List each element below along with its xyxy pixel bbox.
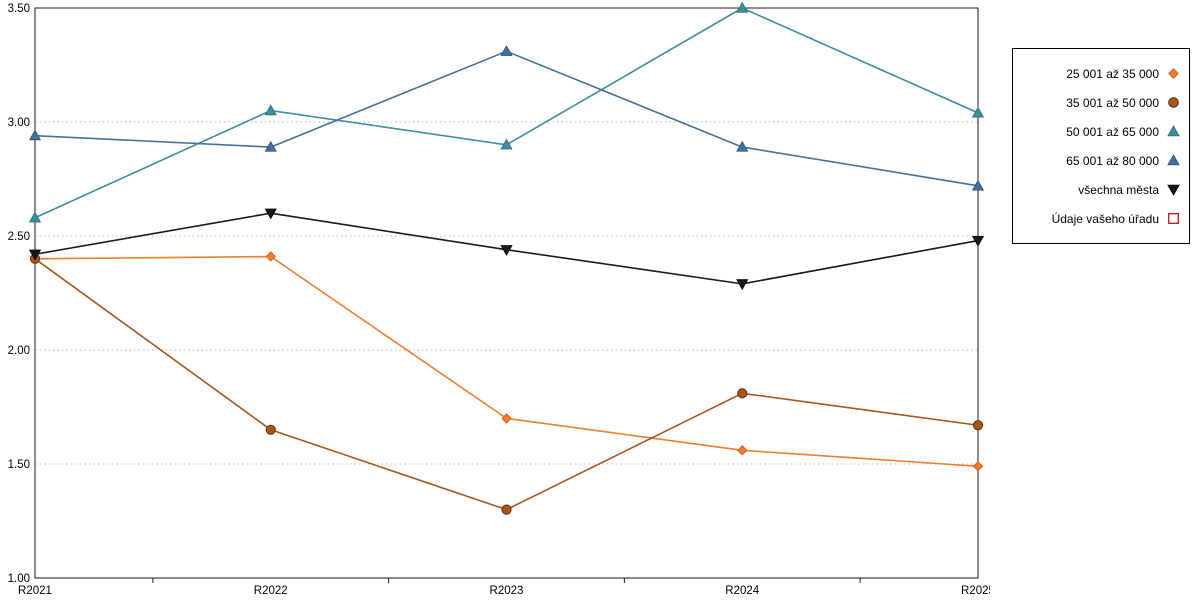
x-axis-tick-label: R2021 [18,585,52,597]
legend-label: Údaje vašeho úřadu [1051,211,1159,226]
triangle-up-marker-icon [971,106,985,118]
circle-marker-icon [501,504,512,515]
y-axis-tick-label: 3.00 [8,117,30,129]
y-axis-tick-label: 2.00 [8,345,30,357]
chart-legend: 25 001 až 35 000 35 001 až 50 000 50 001 a… [1012,48,1190,244]
legend-label: 35 001 až 50 000 [1066,95,1159,110]
series-line-3 [34,50,979,187]
x-axis-tick-label: R2025 [961,585,990,597]
circle-legend-marker-icon [1168,97,1179,108]
x-axis-tick-label: R2023 [490,585,524,597]
legend-label: 50 001 až 65 000 [1066,124,1159,139]
triangle-up-marker-icon [264,104,277,116]
triangle-down-legend-marker-icon [1167,184,1180,196]
x-axis-tick-label: R2022 [254,585,288,597]
circle-marker-icon [737,388,748,399]
circle-marker-icon [972,420,984,431]
x-axis-tick-label: R2024 [725,585,759,597]
triangle-up-marker-icon [736,1,749,13]
y-axis-tick-label: 2.50 [8,231,30,243]
series-line-1 [34,258,979,511]
diamond-marker-icon [972,461,984,472]
triangle-down-marker-icon [500,245,513,256]
circle-marker-icon [265,424,276,435]
y-axis-tick-label: 1.00 [8,573,30,585]
legend-item: všechna města [1019,175,1181,204]
triangle-up-marker-icon [971,179,985,191]
y-axis-tick-label: 3.50 [8,3,30,15]
legend-item: 65 001 až 80 000 [1019,146,1181,175]
triangle-up-legend-marker-icon [1167,125,1180,137]
triangle-down-marker-icon [28,249,42,261]
triangle-up-marker-icon [736,140,749,152]
legend-item: 50 001 až 65 000 [1019,117,1181,146]
triangle-up-legend-marker-icon [1167,154,1180,166]
diamond-marker-icon [265,251,276,262]
series-line-2 [34,7,979,219]
square-open-legend-marker-icon [1168,213,1179,224]
legend-label: 65 001 až 80 000 [1066,153,1159,168]
triangle-down-marker-icon [264,208,277,220]
triangle-down-marker-icon [736,279,749,291]
diamond-marker-icon [737,445,748,456]
triangle-up-marker-icon [28,129,42,141]
triangle-up-marker-icon [264,140,277,152]
legend-label: 25 001 až 35 000 [1066,66,1159,81]
diamond-legend-marker-icon [1168,68,1179,79]
triangle-up-marker-icon [28,211,42,223]
diamond-marker-icon [501,413,512,424]
triangle-up-marker-icon [500,138,513,150]
legend-item: 25 001 až 35 000 [1019,59,1181,88]
line-chart-canvas: 1.00 1.50 2.00 2.50 3.00 3.50 R2021 R2022 R2023 R… [8,1,990,597]
legend-item: Údaje vašeho úřadu [1019,204,1181,233]
plot-border [34,7,979,579]
triangle-down-marker-icon [971,235,985,247]
triangle-up-marker-icon [500,45,513,56]
legend-label: všechna města [1078,182,1159,197]
legend-item: 35 001 až 50 000 [1019,88,1181,117]
y-axis-tick-label: 1.50 [8,459,30,471]
